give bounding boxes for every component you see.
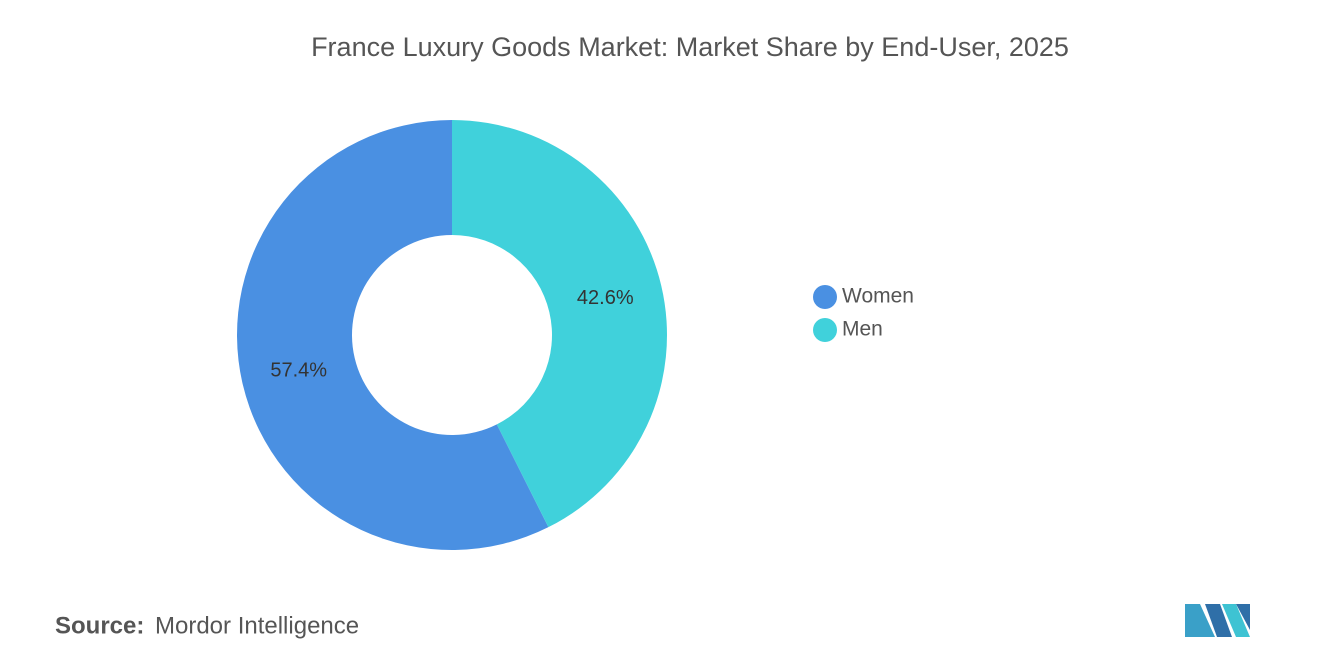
legend-marker [813, 318, 837, 342]
source-text: Mordor Intelligence [155, 612, 359, 639]
legend-label: Women [842, 285, 914, 308]
value-label: 42.6% [577, 287, 634, 309]
chart-title: France Luxury Goods Market: Market Share… [311, 32, 1069, 62]
legend-marker [813, 285, 837, 309]
logo [1185, 604, 1250, 637]
pie-slice [236, 120, 549, 551]
pie-slice [452, 120, 667, 528]
legend-label: Men [842, 318, 883, 341]
source-label: Source: [55, 612, 144, 639]
value-label: 57.4% [270, 360, 327, 382]
